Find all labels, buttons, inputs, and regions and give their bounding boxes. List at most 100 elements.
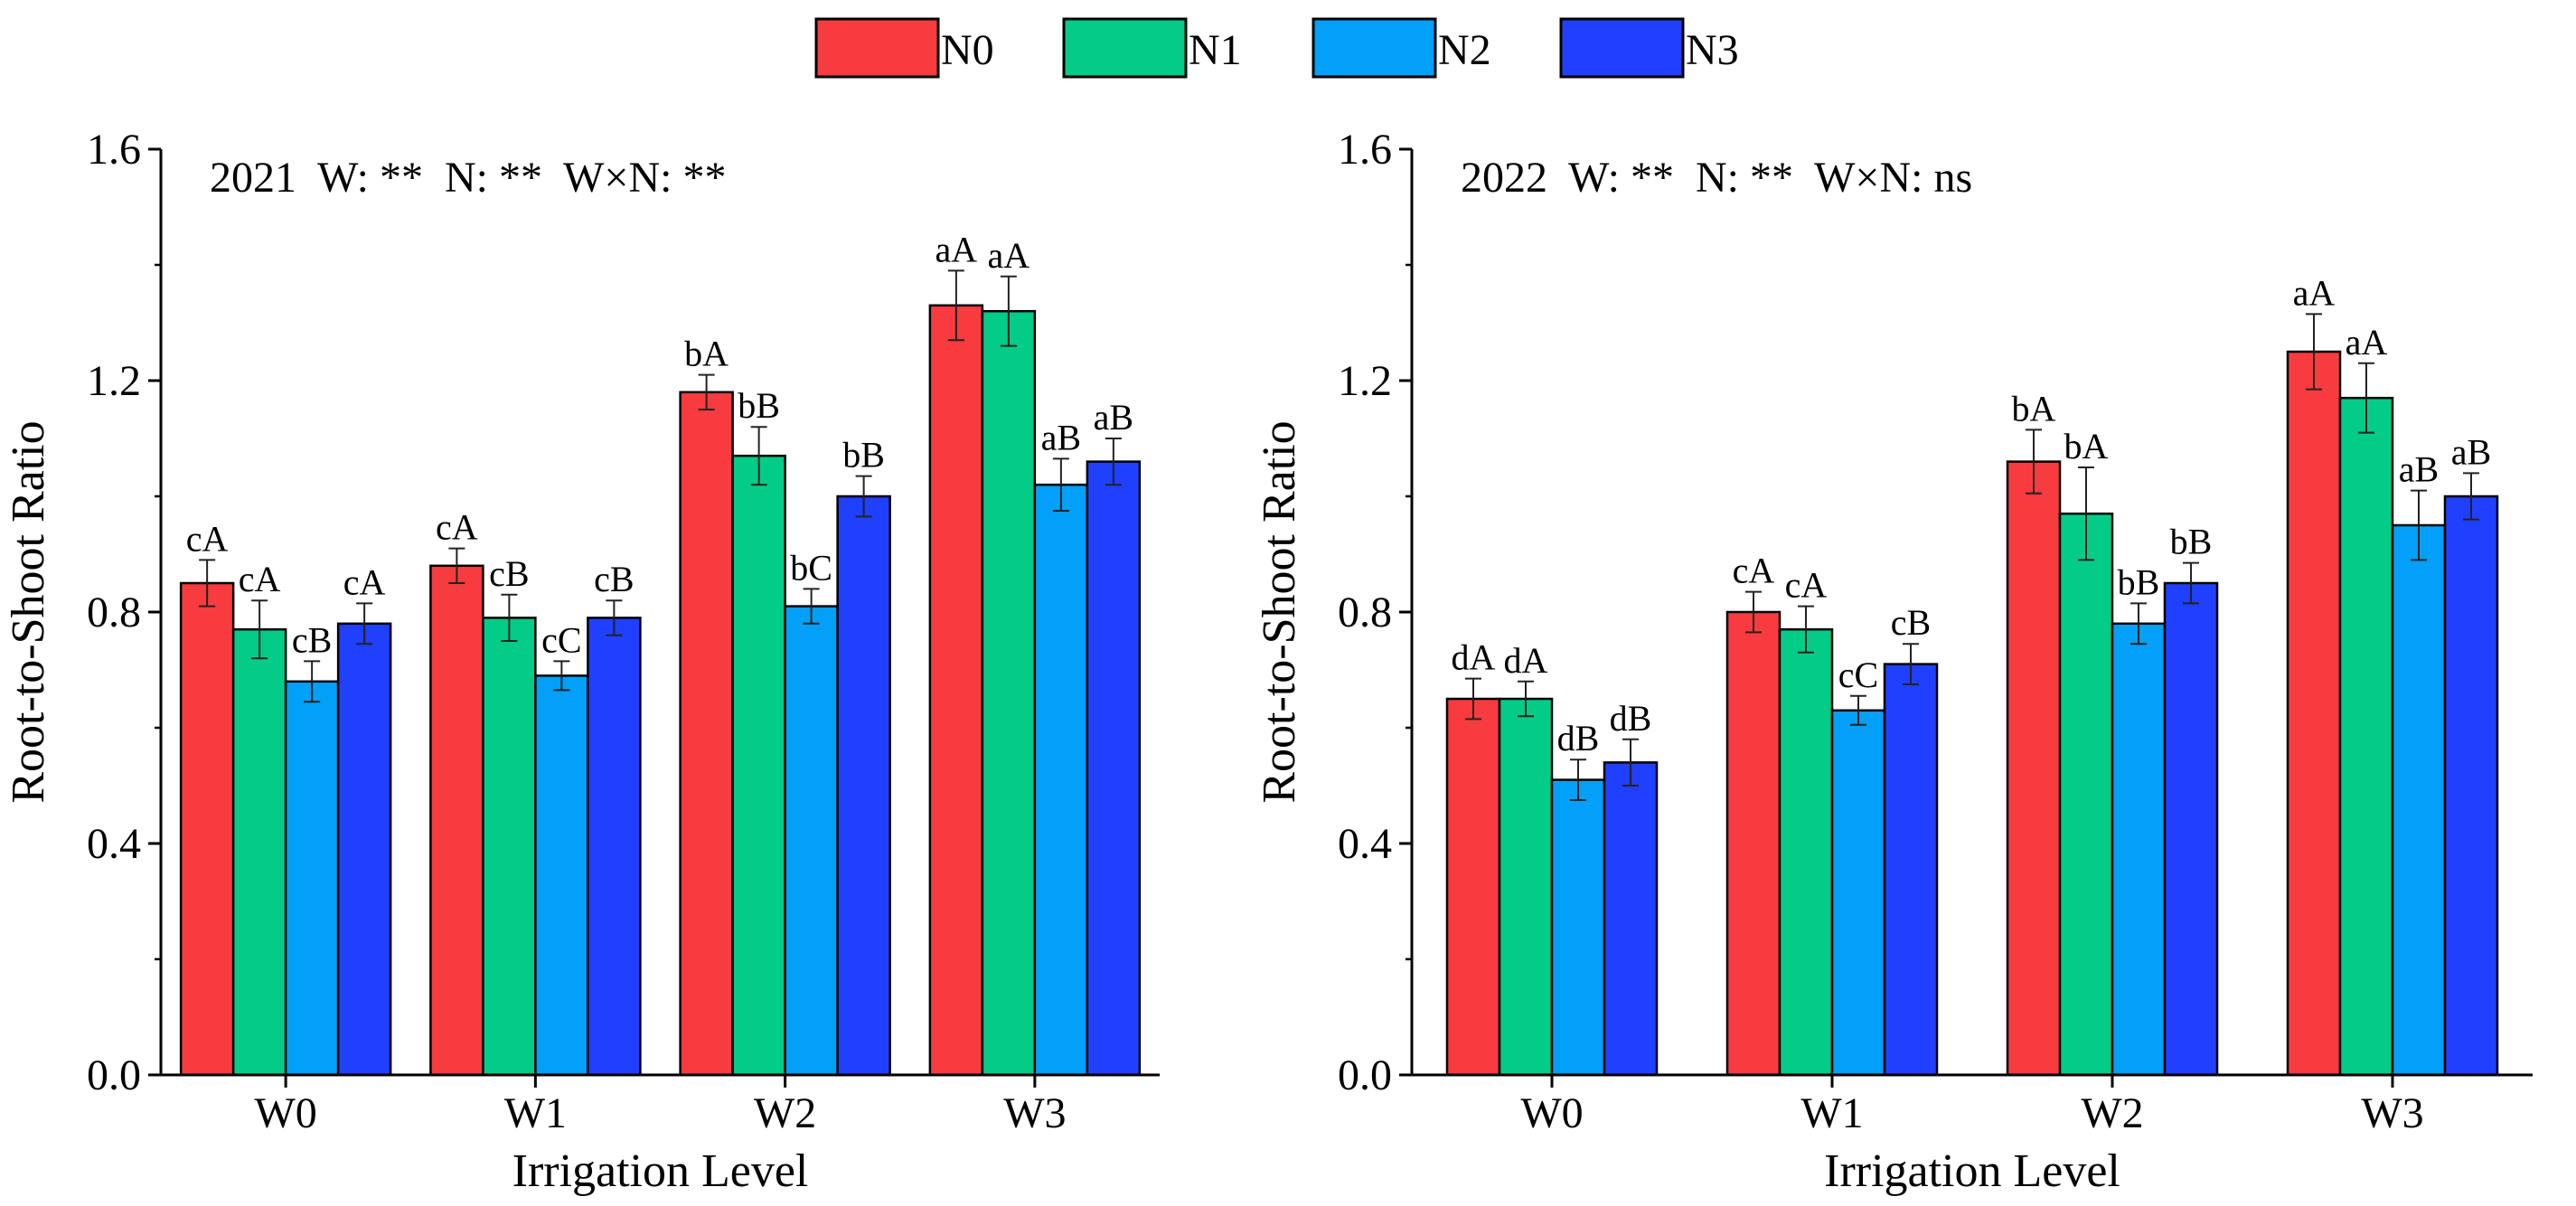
bar-n2-w0: [1550, 778, 1606, 1077]
bar-n0-w2: [2006, 460, 2062, 1077]
y-tick-label: 0.0: [1338, 1051, 1392, 1099]
significance-label: dB: [1610, 698, 1652, 739]
significance-label: bA: [684, 334, 729, 374]
x-tick-label: W3: [1003, 1089, 1066, 1137]
bar-n3-w1: [1883, 663, 1939, 1077]
significance-label: aA: [2346, 322, 2388, 363]
legend: N0 N1 N2 N3: [814, 17, 1739, 79]
x-tick-label: W2: [754, 1089, 816, 1137]
significance-label: bA: [2012, 388, 2056, 429]
y-tick-label: 1.2: [1338, 357, 1392, 405]
significance-label: cC: [1838, 655, 1878, 695]
bar-n0-w2: [679, 391, 734, 1077]
significance-label: bB: [2170, 522, 2213, 562]
bar-n3-w2: [2163, 581, 2219, 1077]
significance-label: cB: [489, 553, 529, 594]
chart-panel-2022: dA cA bA aA dA cA bA aA dB cC bB aB dB cB bB aB 0.0 0.4 0.…: [1254, 126, 2533, 1197]
y-axis-title: Root-to-Shoot Ratio: [3, 420, 54, 803]
bar-n1-w1: [482, 617, 537, 1077]
bar-n3-w0: [1603, 761, 1659, 1077]
y-tick-label: 1.2: [87, 357, 141, 405]
significance-label: aA: [935, 229, 978, 269]
x-axis-title: Irrigation Level: [1824, 1145, 2120, 1197]
bar-n0-w1: [1725, 610, 1782, 1077]
bar-n1-w0: [1498, 697, 1554, 1077]
bar-n0-w0: [179, 581, 235, 1077]
significance-label: cA: [186, 518, 229, 559]
significance-label: cA: [1733, 551, 1775, 591]
bar-n1-w1: [1778, 627, 1834, 1077]
bar-n2-w2: [2111, 622, 2167, 1077]
significance-label: bB: [738, 385, 780, 426]
y-tick-label: 0.0: [87, 1051, 141, 1099]
bar-n3-w0: [336, 622, 392, 1077]
y-tick-label: 0.8: [1338, 589, 1392, 636]
significance-label: cA: [343, 561, 386, 602]
bar-n2-w3: [2391, 523, 2447, 1077]
legend-swatch-n3: [1559, 17, 1685, 79]
bar-n0-w3: [928, 304, 984, 1077]
bar-n0-w0: [1445, 697, 1501, 1077]
x-tick-label: W2: [2081, 1089, 2143, 1137]
legend-label-n3: N3: [1686, 26, 1739, 74]
bar-n1-w2: [2058, 512, 2114, 1077]
significance-label: bB: [842, 435, 885, 476]
y-tick-label: 0.8: [87, 589, 141, 636]
stats-annotation: 2021 W: ** N: ** W×N: **: [210, 154, 727, 202]
legend-swatch-n2: [1312, 17, 1437, 79]
significance-label: bA: [2064, 426, 2109, 466]
significance-label: bB: [2118, 561, 2160, 602]
x-tick-label: W3: [2361, 1089, 2423, 1137]
bar-n0-w3: [2286, 350, 2342, 1077]
significance-label: cB: [1891, 602, 1931, 643]
legend-swatch-n0: [814, 17, 940, 79]
significance-label: cC: [541, 619, 581, 660]
bar-n3-w3: [1086, 460, 1142, 1077]
bar-n2-w0: [284, 680, 340, 1077]
significance-label: aB: [1094, 397, 1133, 438]
significance-label: cB: [594, 559, 634, 599]
stats-annotation: 2022 W: ** N: ** W×N: ns: [1461, 154, 1972, 202]
bar-n3-w3: [2443, 495, 2499, 1077]
bar-n2-w1: [1830, 709, 1886, 1077]
x-tick-label: W0: [254, 1089, 316, 1137]
significance-label: aA: [988, 235, 1030, 276]
significance-label: aB: [2399, 449, 2439, 490]
bar-n2-w2: [784, 605, 839, 1077]
significance-label: aB: [2451, 431, 2491, 472]
bar-n3-w1: [587, 617, 642, 1077]
bar-n0-w1: [429, 564, 484, 1077]
significance-label: cA: [1785, 565, 1828, 606]
y-tick-label: 0.4: [1338, 820, 1392, 868]
significance-label: cA: [239, 559, 281, 599]
bar-n2-w1: [534, 674, 589, 1077]
y-tick-label: 1.6: [87, 126, 141, 174]
significance-label: aA: [2293, 272, 2336, 313]
legend-swatch-n1: [1062, 17, 1188, 79]
significance-label: aB: [1041, 417, 1081, 457]
x-axis-title: Irrigation Level: [512, 1145, 809, 1197]
bar-n1-w2: [731, 454, 786, 1077]
legend-label-n2: N2: [1438, 26, 1491, 74]
y-tick-label: 0.4: [87, 820, 141, 868]
legend-label-n0: N0: [941, 26, 994, 74]
legend-label-n1: N1: [1189, 26, 1242, 74]
bar-n1-w0: [231, 627, 287, 1077]
y-tick-label: 1.6: [1338, 126, 1392, 174]
x-tick-label: W1: [1800, 1089, 1863, 1137]
significance-label: dA: [1452, 637, 1496, 678]
x-tick-label: W0: [1520, 1089, 1583, 1137]
significance-label: dA: [1504, 640, 1548, 681]
significance-label: cA: [436, 507, 478, 548]
significance-label: bC: [790, 547, 832, 588]
bar-n3-w2: [836, 495, 891, 1077]
x-tick-label: W1: [504, 1089, 567, 1137]
bar-n2-w3: [1033, 483, 1089, 1077]
y-axis-title: Root-to-Shoot Ratio: [1254, 420, 1305, 803]
significance-label: dB: [1557, 718, 1600, 758]
bar-n1-w3: [2338, 396, 2394, 1077]
bar-n1-w3: [981, 309, 1037, 1077]
significance-label: cB: [292, 619, 332, 660]
